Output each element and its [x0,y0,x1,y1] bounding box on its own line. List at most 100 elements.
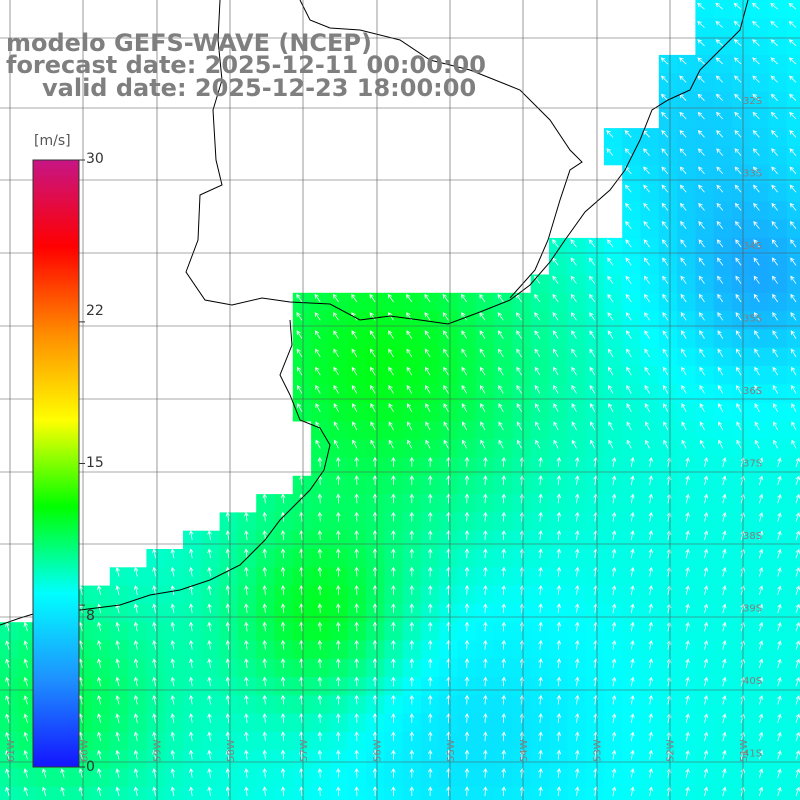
wind-speed-cell [549,658,568,678]
wind-speed-cell [677,732,696,751]
wind-arrow [299,767,304,778]
wind-speed-cell [91,750,111,770]
wind-speed-cell [603,475,623,495]
wind-speed-cell [640,530,660,550]
wind-speed-cell [695,311,715,330]
wind-arrow [280,786,286,797]
wind-arrow [534,348,541,358]
wind-speed-cell [732,0,751,19]
wind-speed-cell [768,274,788,294]
wind-speed-cell [603,768,623,788]
wind-speed-cell [183,567,202,587]
wind-speed-cell [420,750,440,770]
wind-arrow [717,275,724,284]
wind-speed-cell [347,475,367,495]
wind-arrow [409,475,415,485]
wind-speed-cell [695,237,715,257]
wind-speed-cell [128,750,147,770]
wind-speed-cell [603,640,623,660]
wind-arrow [611,493,617,504]
wind-speed-cell [183,768,202,788]
wind-arrow [115,768,120,778]
wind-arrow [752,75,760,83]
wind-arrow [406,348,413,358]
wind-arrow [661,111,669,120]
wind-arrow [152,548,157,559]
wind-arrow [611,786,617,797]
colorbar-tick-label: 8 [86,608,95,624]
wind-speed-cell [311,622,330,642]
wind-arrow [354,713,359,723]
wind-speed-cell [695,18,715,38]
wind-arrow [501,475,506,486]
wind-arrow [607,312,614,321]
wind-speed-cell [677,384,696,404]
wind-speed-cell [164,786,184,800]
wind-arrow [464,603,470,614]
wind-speed-cell [164,677,184,696]
wind-speed-cell [237,677,257,696]
wind-arrow [777,768,782,778]
wind-speed-cell [585,640,605,660]
wind-arrow [519,786,525,797]
wind-speed-cell [677,274,696,294]
wind-speed-cell [695,384,715,404]
wind-speed-cell [366,750,385,770]
wind-speed-cell [146,549,166,568]
wind-arrow [225,584,231,595]
wind-speed-cell [658,567,678,587]
wind-arrow [611,585,617,595]
wind-arrow [483,731,488,742]
wind-arrow [354,694,359,705]
wind-speed-cell [658,402,678,422]
wind-arrow [753,293,760,303]
wind-speed-cell [622,201,642,221]
wind-arrow [752,93,760,101]
wind-arrow [648,585,653,595]
wind-speed-cell [732,530,751,550]
wind-arrow [23,676,28,687]
lat-label: 39S [743,604,762,615]
wind-arrow [699,403,705,412]
wind-speed-cell [311,457,330,477]
wind-arrow [427,603,433,614]
wind-arrow [795,567,800,577]
wind-speed-cell [658,237,678,257]
wind-speed-cell [237,640,257,660]
wind-arrow [538,676,543,687]
wind-speed-cell [786,713,800,733]
wind-arrow [574,767,580,778]
wind-arrow [443,330,449,339]
wind-arrow [680,275,687,284]
wind-speed-cell [549,366,568,385]
wind-arrow [630,456,635,467]
wind-arrow [703,749,709,760]
wind-arrow [480,421,486,431]
wind-speed-cell [512,677,532,696]
wind-arrow [262,731,268,742]
wind-arrow [556,493,562,504]
wind-speed-cell [658,201,678,221]
wind-arrow [317,511,323,522]
wind-speed-cell [786,366,800,385]
wind-arrow [685,731,690,742]
wind-arrow [501,639,506,650]
wind-arrow [170,603,176,614]
wind-arrow [758,640,764,650]
wind-speed-cell [603,732,623,751]
wind-arrow [372,548,378,559]
wind-speed-cell [585,695,605,715]
wind-arrow [661,166,669,175]
wind-arrow [661,202,669,211]
wind-speed-cell [384,585,404,605]
wind-speed-cell [695,457,715,477]
wind-arrow [425,385,431,394]
wind-speed-cell [750,640,770,660]
wind-speed-cell [768,622,788,642]
wind-speed-cell [585,567,605,587]
wind-speed-cell [732,677,751,696]
wind-speed-cell [549,256,568,276]
wind-speed-cell [732,402,751,422]
wind-speed-cell [585,475,605,495]
wind-speed-cell [512,603,532,623]
